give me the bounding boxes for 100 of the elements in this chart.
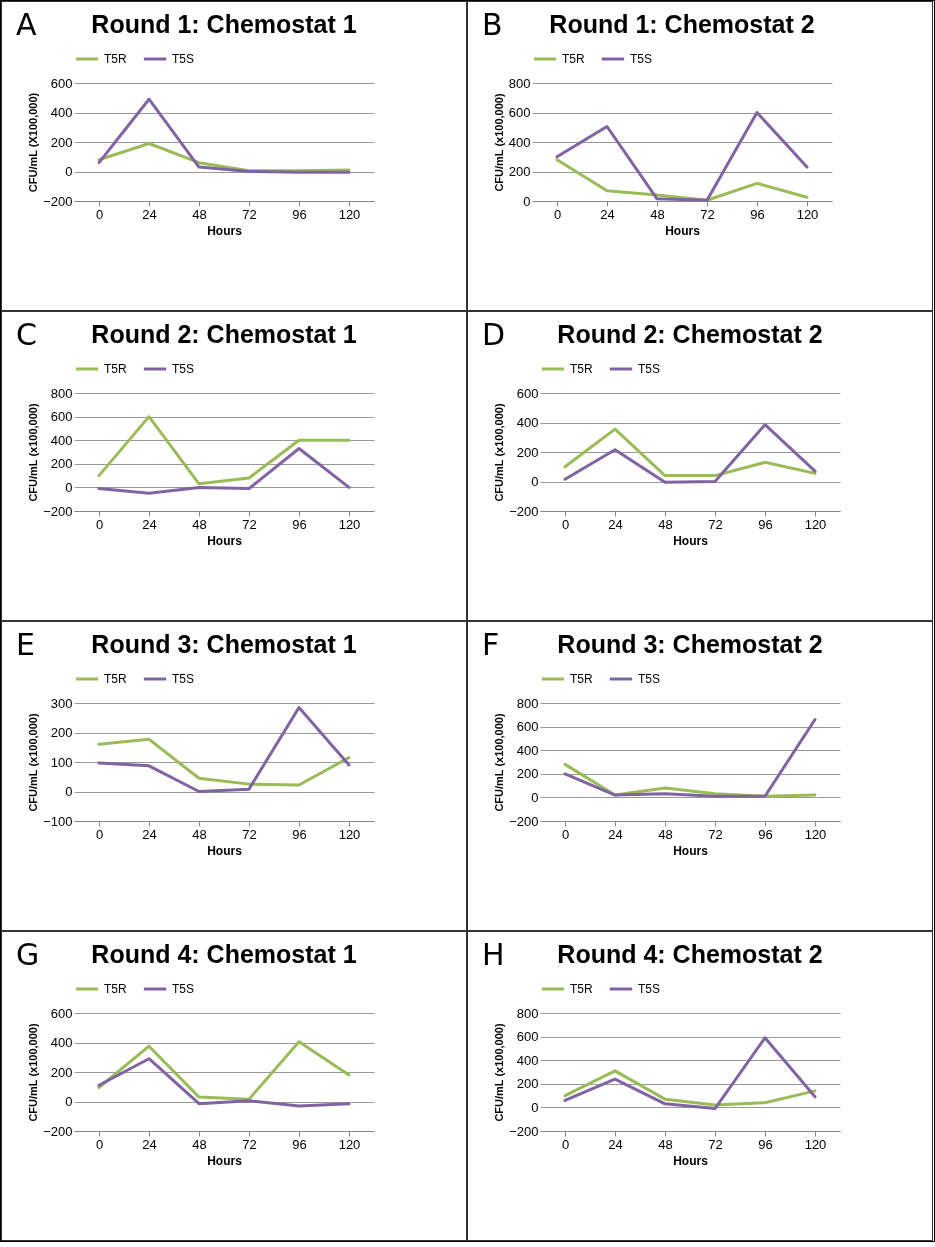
x-tick-label: 96 (758, 826, 773, 842)
chart-title: Round 2: Chemostat 2 (557, 320, 823, 348)
x-tick-label: 24 (142, 206, 157, 222)
legend-label: T5S (172, 982, 195, 996)
x-axis-title: Hours (207, 843, 243, 858)
chart-title: Round 4: Chemostat 2 (557, 940, 823, 968)
y-axis-title: CFU/mL (x100,000) (493, 1023, 506, 1122)
x-tick-label: 48 (192, 826, 207, 842)
y-tick-label: 0 (531, 1099, 539, 1115)
chart-title: Round 3: Chemostat 2 (557, 630, 823, 658)
x-tick-label: 24 (142, 516, 157, 532)
legend-label: T5S (172, 672, 195, 686)
x-tick-label: 120 (804, 826, 827, 842)
y-tick-label: 400 (516, 415, 539, 430)
y-tick-label: 400 (516, 1052, 539, 1068)
x-tick-label: 0 (561, 1136, 570, 1152)
x-tick-label: 0 (561, 516, 570, 532)
y-axis-title: CFU/mL (x100,000) (492, 93, 505, 192)
x-tick-label: 24 (142, 1136, 157, 1152)
y-tick-label: 200 (50, 456, 73, 472)
y-tick-label: −200 (509, 813, 539, 829)
text: B (482, 7, 503, 42)
legend-label: T5S (638, 982, 661, 996)
x-tick-label: 96 (292, 516, 307, 532)
legend-label: T5S (638, 672, 661, 686)
chart-title: Round 1: Chemostat 1 (91, 10, 357, 38)
x-tick-label: 96 (750, 206, 765, 222)
x-tick-label: 96 (292, 206, 307, 222)
y-tick-label: 200 (516, 766, 539, 782)
y-tick-label: −200 (509, 503, 539, 519)
x-tick-label: 72 (242, 516, 257, 532)
text: H (482, 937, 505, 972)
y-tick-label: 0 (523, 193, 531, 209)
y-tick-label: 0 (65, 784, 73, 799)
x-tick-label: 0 (95, 826, 104, 842)
x-tick-label: 24 (608, 826, 623, 842)
x-tick-label: 0 (95, 206, 104, 222)
x-tick-label: 0 (553, 206, 562, 222)
x-axis-title: Hours (673, 533, 709, 548)
x-tick-label: 96 (292, 1136, 307, 1152)
y-tick-label: 800 (508, 75, 531, 91)
y-tick-label: 0 (65, 164, 73, 179)
x-tick-label: 96 (758, 1136, 773, 1152)
y-tick-label: 400 (50, 105, 73, 120)
x-tick-label: 120 (338, 1136, 361, 1152)
text: F (482, 627, 500, 662)
chart-title: Round 4: Chemostat 1 (91, 940, 357, 968)
y-tick-label: 400 (508, 134, 531, 150)
y-tick-label: 200 (508, 164, 531, 179)
y-axis-title: CFU/mL (x100,000) (27, 403, 40, 502)
y-tick-label: 200 (50, 1064, 73, 1080)
x-tick-label: 96 (292, 826, 307, 842)
x-axis-title: Hours (207, 1153, 243, 1168)
y-tick-label: 800 (50, 385, 73, 401)
x-tick-label: 48 (192, 1136, 207, 1152)
chart-title: Round 1: Chemostat 2 (549, 10, 815, 38)
x-tick-label: 120 (338, 826, 361, 842)
x-axis-title: Hours (673, 1153, 709, 1168)
x-tick-label: 48 (650, 206, 665, 222)
y-axis-title: CFU/mL (X100,000) (27, 92, 40, 193)
legend-label: T5S (638, 362, 661, 376)
x-tick-label: 48 (658, 516, 673, 532)
y-tick-label: 200 (50, 134, 73, 150)
x-tick-label: 72 (708, 516, 723, 532)
x-tick-label: 120 (338, 206, 361, 222)
y-tick-label: 600 (516, 1029, 539, 1045)
y-tick-label: −200 (43, 193, 73, 209)
x-axis-title: Hours (207, 533, 243, 548)
legend-label: T5R (570, 362, 593, 376)
x-tick-label: 120 (338, 516, 361, 532)
y-axis-title: CFU/mL (x100,000) (27, 1023, 40, 1122)
x-tick-label: 48 (192, 206, 207, 222)
x-tick-label: 48 (658, 1136, 673, 1152)
y-tick-label: 400 (516, 742, 539, 758)
x-tick-label: 72 (708, 826, 723, 842)
x-tick-label: 48 (658, 826, 673, 842)
y-tick-label: 0 (531, 474, 539, 489)
legend-label: T5R (104, 672, 127, 686)
legend-label: T5S (630, 52, 653, 66)
x-axis-title: Hours (665, 223, 701, 238)
legend-label: T5S (172, 362, 195, 376)
legend-label: T5R (104, 982, 127, 996)
legend-label: T5R (570, 982, 593, 996)
y-tick-label: 800 (516, 695, 539, 711)
x-tick-label: 72 (242, 826, 257, 842)
x-tick-label: 24 (600, 206, 615, 222)
legend-label: T5R (570, 672, 593, 686)
x-tick-label: 120 (796, 206, 819, 222)
y-tick-label: −100 (43, 813, 73, 829)
text: C (16, 317, 37, 352)
x-tick-label: 120 (804, 1136, 827, 1152)
y-tick-label: 200 (516, 444, 539, 460)
y-tick-label: 200 (50, 725, 73, 740)
y-tick-label: −200 (43, 1123, 73, 1139)
y-axis-title: CFU/mL (x100,000) (493, 713, 506, 812)
x-tick-label: 0 (95, 516, 104, 532)
legend-label: T5S (172, 52, 195, 66)
x-tick-label: 72 (242, 206, 257, 222)
chart-title: Round 3: Chemostat 1 (91, 630, 357, 658)
text: E (16, 627, 35, 662)
